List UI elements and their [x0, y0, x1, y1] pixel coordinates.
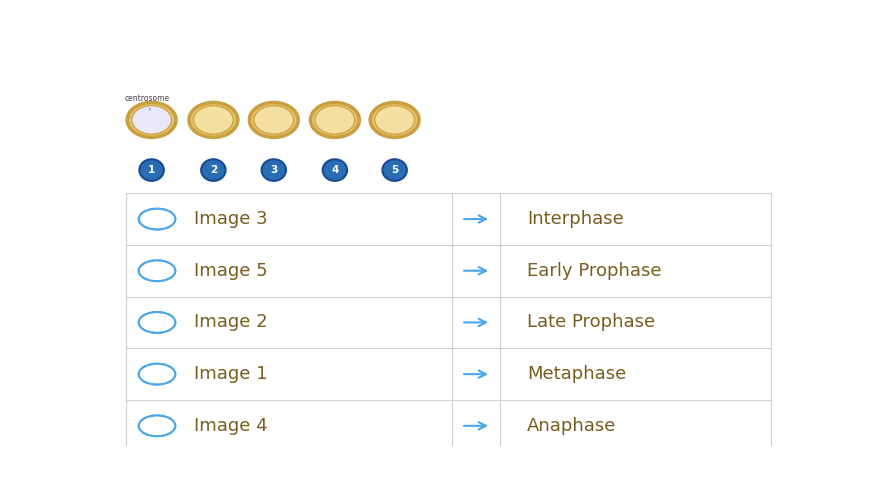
- Circle shape: [138, 415, 175, 436]
- Ellipse shape: [371, 102, 419, 137]
- Text: Metaphase: Metaphase: [527, 365, 626, 383]
- Circle shape: [138, 208, 175, 229]
- Ellipse shape: [201, 159, 226, 181]
- Text: Image 4: Image 4: [194, 417, 268, 435]
- Text: 3: 3: [270, 165, 278, 175]
- Ellipse shape: [310, 102, 359, 137]
- Text: 5: 5: [391, 165, 399, 175]
- Text: Late Prophase: Late Prophase: [527, 314, 655, 332]
- Text: Image 5: Image 5: [194, 262, 268, 280]
- Text: Image 3: Image 3: [194, 210, 268, 228]
- Circle shape: [138, 261, 175, 281]
- Ellipse shape: [383, 159, 406, 181]
- Text: 1: 1: [148, 165, 155, 175]
- Ellipse shape: [139, 159, 164, 181]
- Ellipse shape: [254, 106, 293, 134]
- Ellipse shape: [322, 159, 347, 181]
- Text: Early Prophase: Early Prophase: [527, 262, 661, 280]
- Circle shape: [138, 312, 175, 333]
- Ellipse shape: [375, 106, 414, 134]
- Text: centrosome: centrosome: [124, 94, 170, 110]
- Text: 4: 4: [331, 165, 339, 175]
- Circle shape: [138, 364, 175, 385]
- Text: Image 1: Image 1: [194, 365, 268, 383]
- Ellipse shape: [131, 106, 172, 134]
- Ellipse shape: [262, 159, 286, 181]
- Text: Interphase: Interphase: [527, 210, 624, 228]
- Text: 2: 2: [209, 165, 217, 175]
- Text: Image 2: Image 2: [194, 314, 268, 332]
- Text: Anaphase: Anaphase: [527, 417, 617, 435]
- Ellipse shape: [127, 102, 176, 137]
- Ellipse shape: [315, 106, 355, 134]
- Ellipse shape: [189, 102, 237, 137]
- Ellipse shape: [250, 102, 298, 137]
- Ellipse shape: [194, 106, 233, 134]
